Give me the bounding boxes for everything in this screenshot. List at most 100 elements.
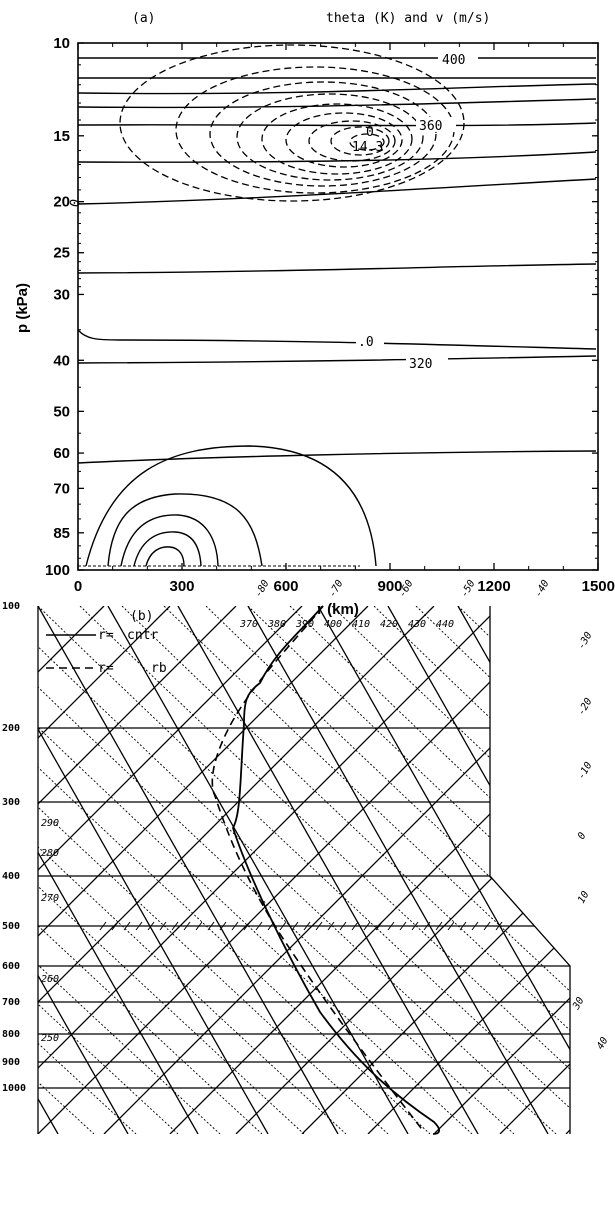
saturated-adiabat: [317, 606, 570, 1134]
dry-adiabats: [38, 606, 570, 1134]
theta-e-ticks: 370 380 390 400 410 420 430 440: [239, 619, 454, 630]
isotherms: [38, 606, 570, 1134]
theta-contour-7: [78, 178, 597, 205]
hatch-mark: [279, 921, 287, 931]
panel-b-plot-area: [38, 606, 570, 1134]
saturated-adiabat: [38, 606, 129, 1134]
dry-adiabat: [415, 606, 570, 1134]
dry-adiabat: [373, 606, 570, 1134]
y-tick-label: 15: [53, 128, 70, 145]
panel-a-frame: [77, 42, 599, 571]
dry-adiabat: [457, 606, 570, 1134]
hatch-mark: [255, 921, 263, 931]
dry-adiabat: [79, 606, 570, 1134]
panel-a-title: theta (K) and v (m/s): [326, 11, 490, 26]
v-contour-low-1: [107, 493, 263, 567]
temperature-tick-label: 40: [595, 1036, 611, 1052]
pressure-tick-label: 700: [2, 997, 20, 1008]
isotherm: [38, 606, 435, 1134]
hatch-mark: [183, 921, 191, 931]
dry-adiabat: [38, 606, 95, 1134]
hatch-mark: [315, 921, 323, 931]
theta-e-label: 380: [267, 619, 286, 630]
profile-cntr: [232, 605, 441, 1135]
isotherm: [565, 606, 570, 1134]
saturated-adiabat: [38, 606, 59, 1134]
hatch-mark: [423, 921, 431, 931]
isotherm: [38, 606, 171, 1134]
isotherm: [38, 606, 501, 1134]
contour-label-400: 400: [442, 53, 465, 68]
temperature-tick-label: 0: [576, 831, 589, 842]
theta-e-label: 370: [239, 619, 258, 630]
theta-label: 270: [41, 893, 59, 904]
theta-contour-6: [78, 151, 597, 163]
theta-e-label: 400: [324, 619, 342, 630]
isotherm: [38, 606, 303, 1134]
y-tick-label: 85: [53, 525, 70, 542]
isotherm: [38, 606, 369, 1134]
x-tick-label: 600: [273, 578, 298, 595]
hatch-mark: [207, 921, 215, 931]
pressure-tick-label: 400: [2, 871, 20, 882]
hatch-mark: [291, 921, 299, 931]
pressure-ticks: 100 200 300 400 500 600 700 800 900 1000: [2, 601, 26, 1094]
hatch-mark: [447, 921, 455, 931]
pressure-tick-label: 800: [2, 1029, 20, 1040]
theta-e-label: 420: [380, 619, 398, 630]
contour-label-zero-left: 0: [67, 198, 84, 209]
hatch-mark: [363, 921, 371, 931]
v-contour-low-outer: [85, 445, 377, 567]
contour-label-360: 360: [419, 119, 442, 134]
saturated-adiabat: [38, 606, 199, 1134]
saturated-adiabat: [387, 606, 570, 1134]
isotherm: [38, 606, 237, 1134]
contour-label-320: 320: [409, 357, 432, 372]
isotherm: [38, 606, 567, 1134]
hatch-mark: [147, 921, 155, 931]
temperature-tick-label: -50: [459, 578, 478, 599]
hatch-mark: [483, 921, 491, 931]
dry-adiabat: [38, 606, 305, 1134]
hatch-mark: [135, 921, 143, 931]
y-tick-label: 10: [53, 35, 70, 52]
dry-adiabat: [38, 606, 473, 1134]
theta-label: 290: [41, 818, 59, 829]
panel-b-right-frame: [489, 606, 571, 1134]
hatch-mark: [219, 921, 227, 931]
temperature-tick-label: -20: [576, 696, 595, 717]
dry-adiabat: [38, 606, 221, 1134]
panel-a-plot-area: [78, 44, 597, 567]
dry-adiabat: [38, 606, 570, 1134]
temperature-tick-label: -40: [533, 578, 552, 599]
temperature-tick-label: -70: [327, 578, 346, 599]
theta-label: 260: [41, 974, 59, 985]
hatch-mark: [387, 921, 395, 931]
hatch-mark: [411, 921, 419, 931]
saturated-adiabat: [247, 606, 549, 1134]
x-tick-label: 900: [377, 578, 402, 595]
pressure-tick-label: 100: [2, 601, 20, 612]
temperature-tick-label: -80: [253, 578, 272, 599]
hatch-mark: [111, 921, 119, 931]
dry-adiabat: [163, 606, 570, 1134]
dry-adiabat: [38, 606, 179, 1134]
x-tick-label: 0: [74, 578, 82, 595]
dry-adiabat: [289, 606, 570, 1134]
x-tick-label: 300: [169, 578, 194, 595]
theta-ticks: 290 280 270 260 250: [41, 818, 59, 1044]
hatch-mark: [243, 921, 251, 931]
theta-contour-10: [78, 355, 597, 364]
x-tick-label: 1500: [582, 578, 615, 595]
panel-a-xlabel: r (km): [317, 601, 359, 618]
hatch-mark: [303, 921, 311, 931]
y-tick-label: 100: [45, 562, 70, 579]
dry-adiabat: [38, 606, 431, 1134]
pressure-tick-label: 1000: [2, 1083, 26, 1094]
isobars: [38, 727, 570, 1089]
dry-adiabat: [331, 606, 570, 1134]
v-contour-low-2: [120, 514, 219, 567]
pressure-tick-label: 300: [2, 797, 20, 808]
legend-rb-prefix: r=: [98, 661, 114, 676]
pressure-tick-label: 200: [2, 723, 20, 734]
